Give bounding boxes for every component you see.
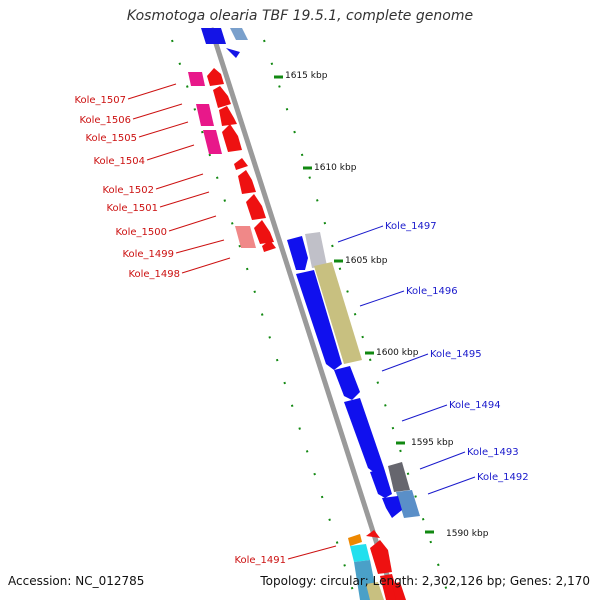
reverse-leader-lines	[127, 83, 337, 560]
bottom-features	[348, 530, 406, 600]
gene-feature[interactable]	[226, 48, 240, 58]
gene-feature[interactable]	[344, 398, 384, 474]
gene-feature[interactable]	[213, 86, 231, 108]
gene-label-reverse[interactable]: Kole_1501	[106, 203, 158, 214]
genome-backbone	[208, 27, 398, 600]
scale-label: 1610 kbp	[314, 163, 357, 173]
gene-feature[interactable]	[314, 262, 362, 364]
gene-feature[interactable]	[196, 104, 214, 126]
gene-feature[interactable]	[238, 170, 256, 194]
scale-label: 1605 kbp	[345, 256, 388, 266]
gene-label-reverse[interactable]: Kole_1505	[85, 133, 137, 144]
gene-label-reverse[interactable]: Kole_1502	[102, 185, 154, 196]
gene-feature[interactable]	[370, 468, 392, 498]
gene-feature[interactable]	[350, 544, 370, 562]
forward-leader-lines	[337, 225, 476, 495]
gene-feature[interactable]	[382, 496, 402, 518]
gene-feature[interactable]	[348, 534, 362, 546]
genome-summary-text: Topology: circular; Length: 2,302,126 bp…	[260, 574, 590, 588]
gene-label-forward[interactable]: Kole_1496	[406, 286, 458, 297]
gene-feature[interactable]	[392, 582, 406, 600]
gene-label-reverse[interactable]: Kole_1499	[122, 249, 174, 260]
gene-label-forward[interactable]: Kole_1492	[477, 472, 529, 483]
forward-strand-features	[287, 232, 420, 518]
gene-label-reverse[interactable]: Kole_1507	[74, 95, 126, 106]
gene-label-reverse[interactable]: Kole_1491	[234, 555, 286, 566]
gene-label-forward[interactable]: Kole_1497	[385, 221, 437, 232]
gene-feature[interactable]	[262, 240, 276, 252]
gene-feature[interactable]	[188, 72, 205, 86]
gene-feature[interactable]	[219, 106, 237, 126]
gene-feature[interactable]	[334, 366, 360, 400]
gene-label-reverse[interactable]: Kole_1498	[128, 269, 180, 280]
gene-label-reverse[interactable]: Kole_1504	[93, 156, 145, 167]
gene-feature[interactable]	[388, 462, 410, 492]
gene-feature[interactable]	[207, 68, 224, 86]
gene-feature[interactable]	[287, 236, 308, 270]
accession-text: Accession: NC_012785	[8, 574, 145, 588]
reverse-strand-features	[188, 68, 276, 252]
gene-feature[interactable]	[246, 194, 266, 220]
gene-feature[interactable]	[396, 490, 420, 518]
gene-label-forward[interactable]: Kole_1494	[449, 400, 501, 411]
gene-feature[interactable]	[235, 226, 256, 248]
gene-label-reverse[interactable]: Kole_1500	[115, 227, 167, 238]
gene-feature[interactable]	[234, 158, 248, 170]
gene-feature[interactable]	[366, 530, 380, 538]
gene-feature[interactable]	[230, 28, 248, 40]
scale-label: 1600 kbp	[376, 348, 419, 358]
gene-label-forward[interactable]: Kole_1495	[430, 349, 482, 360]
gene-label-reverse[interactable]: Kole_1506	[79, 115, 131, 126]
gene-feature[interactable]	[222, 124, 242, 152]
scale-label: 1615 kbp	[285, 71, 328, 81]
scale-ticks	[274, 75, 434, 534]
scale-label: 1590 kbp	[446, 529, 489, 539]
gene-feature[interactable]	[203, 130, 222, 154]
gene-feature[interactable]	[305, 232, 327, 268]
gene-feature[interactable]	[201, 28, 226, 44]
gene-feature[interactable]	[296, 270, 342, 370]
gene-feature[interactable]	[254, 220, 274, 244]
gene-feature[interactable]	[370, 540, 392, 574]
scale-label: 1595 kbp	[411, 438, 454, 448]
gene-label-forward[interactable]: Kole_1493	[467, 447, 519, 458]
gene-feature[interactable]	[366, 582, 384, 600]
map-title: Kosmotoga olearia TBF 19.5.1, complete g…	[126, 8, 474, 24]
